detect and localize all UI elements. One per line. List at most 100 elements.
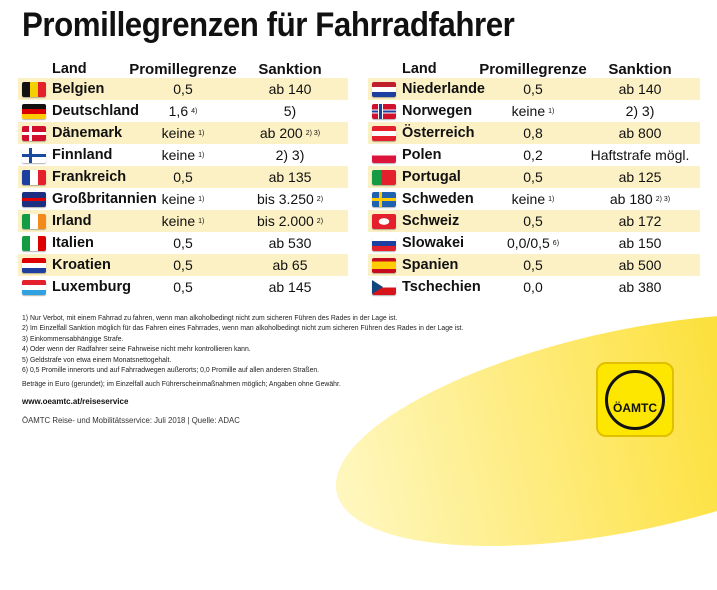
table-row: Irland keine 1) bis 2.000 2) xyxy=(18,210,348,232)
table-left: Land Promillegrenze Sanktion Belgien 0,5 a… xyxy=(18,60,348,298)
footnote: 2) Im Einzelfall Sanktion möglich für da… xyxy=(22,323,464,333)
promillegrenze-value: 0,5 xyxy=(128,78,238,100)
sank-text: ab 140 xyxy=(618,81,662,97)
footnote-ref: 2) 3) xyxy=(655,195,671,203)
footnote-ref: 1) xyxy=(548,195,555,203)
flag-pt-icon xyxy=(372,170,396,185)
prom-text: 0,5 xyxy=(523,81,543,97)
table-row: Großbritannien keine 1) bis 3.250 2) xyxy=(18,188,348,210)
country-name: Norwegen xyxy=(402,103,473,119)
sank-text: ab 150 xyxy=(618,235,662,251)
country-name: Italien xyxy=(52,235,94,251)
country-name: Finnland xyxy=(52,147,113,163)
header-land: Land xyxy=(52,61,87,77)
flag-fi-icon xyxy=(22,148,46,163)
promillegrenze-value: 0,2 xyxy=(478,144,588,166)
country-name: Frankreich xyxy=(52,169,127,185)
sank-text: 5) xyxy=(283,103,297,119)
promillegrenze-value: keine 1) xyxy=(128,188,238,210)
country-name: Polen xyxy=(402,147,442,163)
header-sanktion: Sanktion xyxy=(608,60,672,78)
flag-ie-icon xyxy=(22,214,46,229)
disclaimer: Beträge in Euro (gerundet); im Einzelfal… xyxy=(22,379,341,389)
country-name: Dänemark xyxy=(52,125,123,141)
promillegrenze-value: 0,5 xyxy=(478,78,588,100)
table-right: Land Promillegrenze Sanktion Niederlande… xyxy=(368,60,700,298)
table-row: Norwegen keine 1) 2) 3) xyxy=(368,100,700,122)
prom-text: 0,5 xyxy=(523,257,543,273)
sanktion-value: ab 200 2) 3) xyxy=(238,122,342,144)
sanktion-value: ab 145 xyxy=(238,276,342,298)
flag-it-icon xyxy=(22,236,46,251)
prom-text: keine xyxy=(511,103,546,119)
flag-fr-icon xyxy=(22,170,46,185)
promillegrenze-value: keine 1) xyxy=(128,122,238,144)
table-row: Belgien 0,5 ab 140 xyxy=(18,78,348,100)
sank-text: ab 125 xyxy=(618,169,662,185)
flag-no-icon xyxy=(372,104,396,119)
footnote-ref: 1) xyxy=(548,107,555,115)
table-header: Land Promillegrenze Sanktion xyxy=(368,60,700,78)
country-name: Luxemburg xyxy=(52,279,131,295)
sank-text: ab 135 xyxy=(268,169,312,185)
country-name: Belgien xyxy=(52,81,105,97)
table-row: Schweiz 0,5 ab 172 xyxy=(368,210,700,232)
promillegrenze-value: keine 1) xyxy=(478,188,588,210)
promillegrenze-value: 0,5 xyxy=(478,254,588,276)
flag-ch-icon xyxy=(372,214,396,229)
footnote-ref: 1) xyxy=(198,217,205,225)
flag-sk-icon xyxy=(372,236,396,251)
prom-text: 1,6 xyxy=(168,103,189,119)
country-name: Niederlande xyxy=(402,81,485,97)
footnote: 6) 0,5 Promille innerorts und auf Fahrra… xyxy=(22,365,320,375)
sanktion-value: ab 380 xyxy=(588,276,692,298)
sanktion-value: ab 135 xyxy=(238,166,342,188)
eagle-emblem-icon: ÖAMTC xyxy=(605,369,665,430)
table-row: Slowakei 0,0/0,5 6) ab 150 xyxy=(368,232,700,254)
prom-text: 0,5 xyxy=(173,169,193,185)
table-row: Niederlande 0,5 ab 140 xyxy=(368,78,700,100)
website-link[interactable]: www.oeamtc.at/reiseservice xyxy=(22,397,129,406)
header-promillegrenze: Promillegrenze xyxy=(129,60,237,78)
sank-text: ab 800 xyxy=(618,125,662,141)
footnote-ref: 1) xyxy=(198,151,205,159)
prom-text: 0,5 xyxy=(173,279,193,295)
table-row: Dänemark keine 1) ab 200 2) 3) xyxy=(18,122,348,144)
country-name: Tschechien xyxy=(402,279,481,295)
country-name: Schweden xyxy=(402,191,474,207)
sanktion-value: 2) 3) xyxy=(588,100,692,122)
table-row: Kroatien 0,5 ab 65 xyxy=(18,254,348,276)
footnote: 4) Oder wenn der Radfahrer seine Fahrwei… xyxy=(22,344,251,354)
promillegrenze-value: keine 1) xyxy=(478,100,588,122)
table-row: Spanien 0,5 ab 500 xyxy=(368,254,700,276)
sank-text: ab 200 xyxy=(259,125,303,141)
country-name: Großbritannien xyxy=(52,191,157,207)
header-sanktion: Sanktion xyxy=(258,60,322,78)
sanktion-value: ab 125 xyxy=(588,166,692,188)
sanktion-value: bis 2.000 2) xyxy=(238,210,342,232)
page-title: Promillegrenzen für Fahrradfahrer xyxy=(22,6,515,44)
table-row: Portugal 0,5 ab 125 xyxy=(368,166,700,188)
sank-text: 2) 3) xyxy=(275,147,305,163)
sanktion-value: 2) 3) xyxy=(238,144,342,166)
flag-dk-icon xyxy=(22,126,46,141)
sanktion-value: Haftstrafe mögl. xyxy=(588,144,692,166)
table-row: Polen 0,2 Haftstrafe mögl. xyxy=(368,144,700,166)
footnote: 1) Nur Verbot, mit einem Fahrrad zu fahr… xyxy=(22,313,398,322)
sanktion-value: ab 140 xyxy=(238,78,342,100)
prom-text: 0,0 xyxy=(523,279,543,295)
sank-text: bis 2.000 xyxy=(256,213,314,229)
sank-text: 2) 3) xyxy=(625,103,655,119)
flag-hr-icon xyxy=(22,258,46,273)
sank-text: ab 530 xyxy=(268,235,312,251)
promillegrenze-value: 0,0/0,5 6) xyxy=(478,232,588,254)
promillegrenze-value: keine 1) xyxy=(128,144,238,166)
promillegrenze-value: 0,5 xyxy=(478,166,588,188)
flag-pl-icon xyxy=(372,148,396,163)
oeamtc-logo: ÖAMTC xyxy=(596,362,674,437)
prom-text: 0,2 xyxy=(523,147,543,163)
flag-es-icon xyxy=(372,258,396,273)
prom-text: 0,5 xyxy=(523,169,543,185)
sanktion-value: ab 500 xyxy=(588,254,692,276)
footnote: 3) Einkommensabhängige Strafe. xyxy=(22,333,124,343)
